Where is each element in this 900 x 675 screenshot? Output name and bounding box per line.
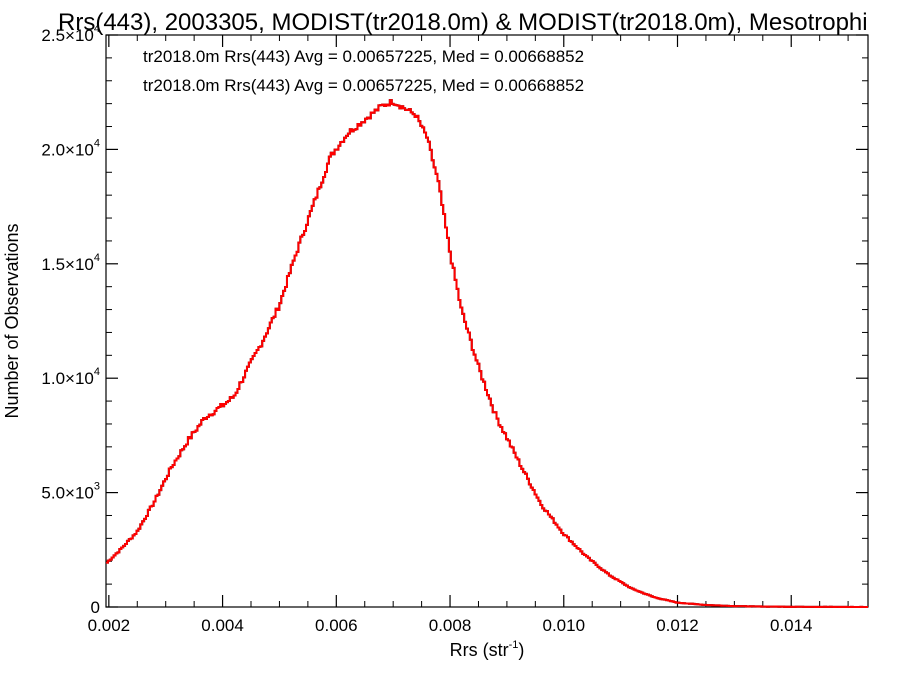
x-axis-label: Rrs (str-1) xyxy=(450,639,525,660)
chart-title: Rrs(443), 2003305, MODIST(tr2018.0m) & M… xyxy=(58,9,868,36)
x-axis-label-close: ) xyxy=(518,640,524,660)
y-tick-mantissa: 5.0×10 xyxy=(41,484,93,503)
y-tick-mantissa: 1.0×10 xyxy=(41,369,93,388)
y-tick-exponent: 4 xyxy=(94,366,100,378)
y-tick-mantissa: 2.5×10 xyxy=(41,26,93,45)
y-tick-exponent: 4 xyxy=(94,23,100,35)
black-series xyxy=(106,99,868,608)
x-tick-label: 0.012 xyxy=(656,616,699,635)
x-axis-label-base: Rrs (str xyxy=(450,640,509,660)
x-tick-label: 0.010 xyxy=(542,616,585,635)
plot-frame xyxy=(105,34,869,608)
y-tick-mantissa: 0 xyxy=(91,598,100,617)
x-axis-ticks: 0.002 0.004 0.006 0.008 0.010 0.012 0.014 xyxy=(88,35,849,635)
y-tick-label: 1.5×104 xyxy=(41,252,100,274)
y-tick-label: 0 xyxy=(91,598,100,617)
y-tick-exponent: 4 xyxy=(94,252,100,264)
x-tick-label: 0.002 xyxy=(88,616,131,635)
y-tick-label: 2.0×104 xyxy=(41,137,100,159)
y-tick-mantissa: 2.0×10 xyxy=(41,140,93,159)
y-tick-exponent: 4 xyxy=(94,137,100,149)
x-tick-label: 0.008 xyxy=(429,616,472,635)
x-axis-label-exponent: -1 xyxy=(509,639,519,651)
y-tick-exponent: 3 xyxy=(94,481,100,493)
y-tick-label: 2.5×104 xyxy=(41,23,100,45)
y-tick-label: 5.0×103 xyxy=(41,481,100,503)
annotation-red: tr2018.0m Rrs(443) Avg = 0.00657225, Med… xyxy=(143,76,584,95)
x-tick-label: 0.014 xyxy=(770,616,813,635)
x-tick-label: 0.004 xyxy=(201,616,244,635)
red-series xyxy=(106,99,868,608)
y-axis-label: Number of Observations xyxy=(2,223,22,418)
y-tick-label: 1.0×104 xyxy=(41,366,100,388)
annotation-black: tr2018.0m Rrs(443) Avg = 0.00657225, Med… xyxy=(143,47,584,66)
y-tick-mantissa: 1.5×10 xyxy=(41,255,93,274)
x-tick-label: 0.006 xyxy=(315,616,358,635)
